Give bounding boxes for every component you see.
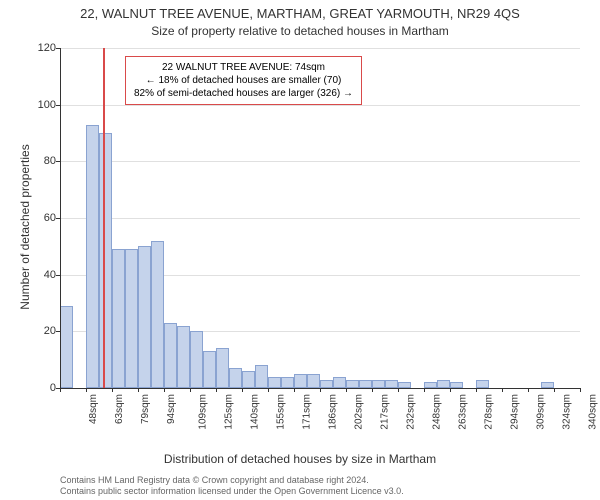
xtick-label: 186sqm (328, 394, 339, 430)
histogram-bar (437, 380, 450, 389)
xtick-label: 171sqm (302, 394, 313, 430)
histogram-bar (281, 377, 294, 388)
gridline (60, 161, 580, 162)
xtick-label: 63sqm (114, 394, 125, 424)
xtick-mark (112, 388, 113, 392)
histogram-bar (203, 351, 216, 388)
annotation-line: ← 18% of detached houses are smaller (70… (134, 74, 353, 87)
annotation-line: 82% of semi-detached houses are larger (… (134, 87, 353, 100)
histogram-bar (177, 326, 190, 388)
xtick-mark (580, 388, 581, 392)
xtick-label: 248sqm (432, 394, 443, 430)
histogram-bar (359, 380, 372, 389)
histogram-bar (242, 371, 255, 388)
gridline (60, 218, 580, 219)
y-axis-line (60, 48, 61, 388)
ytick-label: 100 (26, 99, 56, 111)
xtick-mark (190, 388, 191, 392)
gridline (60, 48, 580, 49)
histogram-bar (99, 133, 112, 388)
xtick-mark (346, 388, 347, 392)
footer-line-2: Contains public sector information licen… (60, 486, 404, 498)
histogram-bar (164, 323, 177, 388)
histogram-bar (372, 380, 385, 389)
xtick-label: 309sqm (536, 394, 547, 430)
histogram-bar (138, 246, 151, 388)
footer-attribution: Contains HM Land Registry data © Crown c… (60, 475, 404, 498)
histogram-bar (294, 374, 307, 388)
histogram-bar (60, 306, 73, 388)
histogram-bar (190, 331, 203, 388)
xtick-mark (242, 388, 243, 392)
ytick-label: 60 (26, 212, 56, 224)
ytick-label: 0 (26, 382, 56, 394)
property-marker-line (103, 48, 105, 388)
xtick-mark (528, 388, 529, 392)
xtick-mark (60, 388, 61, 392)
histogram-bar (229, 368, 242, 388)
xtick-label: 140sqm (250, 394, 261, 430)
xtick-label: 202sqm (354, 394, 365, 430)
xtick-mark (138, 388, 139, 392)
xtick-label: 294sqm (510, 394, 521, 430)
chart-subtitle: Size of property relative to detached ho… (0, 24, 600, 38)
xtick-mark (424, 388, 425, 392)
xtick-mark (476, 388, 477, 392)
xtick-mark (372, 388, 373, 392)
histogram-bar (151, 241, 164, 388)
xtick-label: 278sqm (484, 394, 495, 430)
xtick-mark (398, 388, 399, 392)
xtick-label: 217sqm (380, 394, 391, 430)
annotation-callout: 22 WALNUT TREE AVENUE: 74sqm← 18% of det… (125, 56, 362, 105)
histogram-bar (268, 377, 281, 388)
ytick-label: 120 (26, 42, 56, 54)
footer-line-1: Contains HM Land Registry data © Crown c… (60, 475, 404, 487)
histogram-bar (320, 380, 333, 389)
xtick-label: 263sqm (458, 394, 469, 430)
xtick-mark (164, 388, 165, 392)
xtick-mark (294, 388, 295, 392)
chart-title: 22, WALNUT TREE AVENUE, MARTHAM, GREAT Y… (0, 6, 600, 21)
ytick-label: 80 (26, 155, 56, 167)
histogram-bar (216, 348, 229, 388)
xtick-label: 125sqm (224, 394, 235, 430)
xtick-mark (502, 388, 503, 392)
histogram-bar (346, 380, 359, 389)
ytick-label: 20 (26, 325, 56, 337)
xtick-label: 155sqm (276, 394, 287, 430)
xtick-label: 94sqm (166, 394, 177, 424)
x-axis-label: Distribution of detached houses by size … (0, 452, 600, 466)
histogram-bar (476, 380, 489, 389)
annotation-line: 22 WALNUT TREE AVENUE: 74sqm (134, 61, 353, 74)
xtick-label: 79sqm (140, 394, 151, 424)
histogram-bar (333, 377, 346, 388)
xtick-label: 232sqm (406, 394, 417, 430)
histogram-bar (112, 249, 125, 388)
xtick-mark (86, 388, 87, 392)
xtick-mark (216, 388, 217, 392)
chart-plot-area: 02040608010012048sqm63sqm79sqm94sqm109sq… (60, 48, 580, 388)
xtick-mark (268, 388, 269, 392)
xtick-mark (320, 388, 321, 392)
histogram-bar (255, 365, 268, 388)
xtick-label: 340sqm (588, 394, 599, 430)
xtick-label: 324sqm (562, 394, 573, 430)
xtick-mark (554, 388, 555, 392)
xtick-label: 48sqm (88, 394, 99, 424)
histogram-bar (125, 249, 138, 388)
histogram-bar (86, 125, 99, 389)
histogram-bar (385, 380, 398, 389)
xtick-mark (450, 388, 451, 392)
ytick-label: 40 (26, 269, 56, 281)
xtick-label: 109sqm (198, 394, 209, 430)
histogram-bar (307, 374, 320, 388)
